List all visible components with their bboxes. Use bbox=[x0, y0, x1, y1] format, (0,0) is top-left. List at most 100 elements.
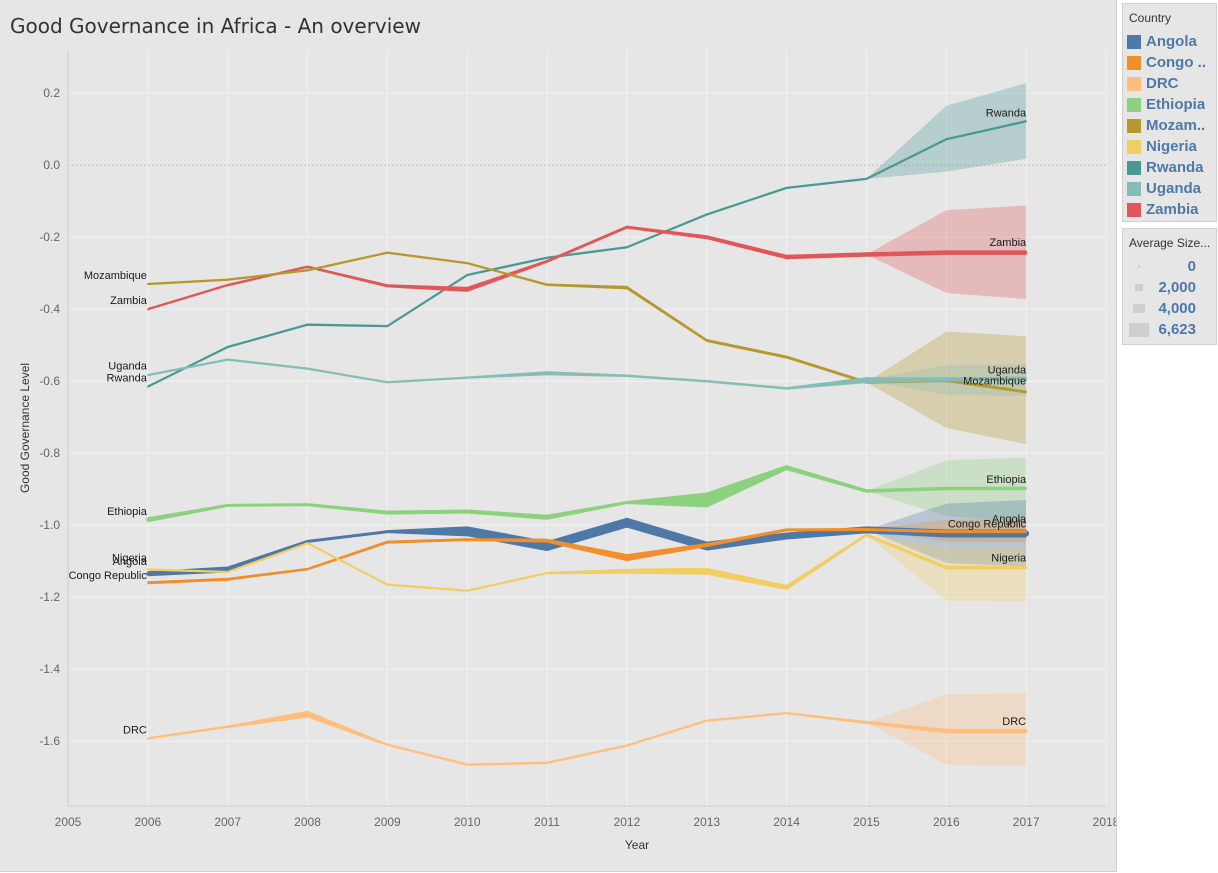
series-point bbox=[466, 764, 468, 766]
y-tick-label: 0.0 bbox=[43, 158, 60, 172]
series-point bbox=[1025, 531, 1027, 533]
series-point bbox=[466, 539, 468, 541]
series-point bbox=[706, 380, 708, 382]
legend-item[interactable]: Angola bbox=[1123, 31, 1216, 52]
size-legend-label: 6,623 bbox=[1158, 321, 1196, 338]
series-point bbox=[546, 260, 548, 262]
series-point bbox=[147, 308, 149, 310]
series-point bbox=[546, 762, 548, 764]
series-ribbon bbox=[147, 358, 1027, 390]
legend-items: Angola Congo .. DRC Ethiopia Mozam.. Nigeria R… bbox=[1123, 31, 1216, 220]
series-point bbox=[626, 246, 628, 248]
series-line bbox=[147, 358, 1028, 390]
x-tick-label: 2014 bbox=[773, 815, 800, 829]
x-tick-label: 2007 bbox=[214, 815, 241, 829]
series-line bbox=[147, 120, 1027, 388]
forecast-band bbox=[866, 83, 1027, 179]
legend-item[interactable]: Rwanda bbox=[1123, 157, 1216, 178]
legend-item[interactable]: Mozam.. bbox=[1123, 115, 1216, 136]
series-point bbox=[785, 466, 789, 470]
series-point bbox=[386, 531, 388, 533]
series-ribbon bbox=[147, 528, 1027, 585]
legend-swatch bbox=[1127, 97, 1141, 112]
legend-label: Nigeria bbox=[1146, 138, 1197, 155]
series-point bbox=[865, 529, 867, 531]
series-point bbox=[706, 214, 708, 216]
legend-item[interactable]: Nigeria bbox=[1123, 136, 1216, 157]
legend-item[interactable]: Ethiopia bbox=[1123, 94, 1216, 115]
series-point bbox=[945, 487, 948, 490]
series-point bbox=[706, 340, 708, 342]
series-end-label: DRC bbox=[1002, 716, 1026, 728]
size-legend-item[interactable]: 0 bbox=[1123, 256, 1216, 277]
legend-swatch bbox=[1127, 139, 1141, 154]
size-legend-item[interactable]: 6,623 bbox=[1123, 319, 1216, 340]
series-point bbox=[307, 368, 309, 370]
series-end-label: Zambia bbox=[989, 237, 1027, 249]
series-start-label: Congo Republic bbox=[69, 570, 148, 582]
legend-title: Country bbox=[1129, 11, 1172, 25]
series-ribbon bbox=[147, 533, 1027, 592]
series-point bbox=[543, 542, 552, 551]
series-point bbox=[386, 285, 388, 287]
size-swatch bbox=[1132, 303, 1146, 314]
series-point bbox=[864, 378, 869, 383]
series-point bbox=[463, 527, 472, 536]
series-point bbox=[386, 381, 388, 383]
series-point bbox=[626, 286, 628, 289]
series-point bbox=[785, 585, 789, 589]
series-point bbox=[865, 253, 868, 256]
size-legend-item[interactable]: 4,000 bbox=[1123, 298, 1216, 319]
series-line bbox=[147, 710, 1028, 766]
size-swatch bbox=[1138, 265, 1140, 268]
series-start-label: Uganda bbox=[108, 361, 147, 373]
series-point bbox=[1024, 729, 1028, 733]
series-point bbox=[307, 542, 309, 544]
series-point bbox=[147, 374, 149, 376]
legend-swatch bbox=[1127, 55, 1141, 70]
legend-item[interactable]: Uganda bbox=[1123, 178, 1216, 199]
legend-item[interactable]: DRC bbox=[1123, 73, 1216, 94]
chart-panel: Good Governance in Africa - An overview … bbox=[0, 0, 1117, 872]
series-point bbox=[1025, 487, 1027, 490]
line-chart: 2005 2006 2007 2008 2009 2010 2011 2012 2013 2014… bbox=[18, 50, 1116, 852]
series-point bbox=[227, 359, 229, 361]
x-tick-label: 2009 bbox=[374, 815, 401, 829]
series-point bbox=[147, 582, 149, 584]
series-point bbox=[624, 555, 630, 561]
series-point bbox=[945, 566, 948, 569]
series-start-label: Zambia bbox=[110, 295, 148, 307]
series-point bbox=[466, 274, 468, 276]
series-point bbox=[307, 324, 309, 326]
series-point bbox=[705, 544, 708, 546]
series-start-label: Angola bbox=[113, 556, 148, 568]
series-point bbox=[146, 518, 150, 522]
series-point bbox=[786, 529, 788, 531]
series-point bbox=[147, 568, 149, 570]
series-point bbox=[1025, 566, 1027, 569]
y-tick-label: -0.2 bbox=[39, 230, 60, 244]
legend-item[interactable]: Congo .. bbox=[1123, 52, 1216, 73]
size-legend-item[interactable]: 2,000 bbox=[1123, 277, 1216, 298]
size-legend-label: 4,000 bbox=[1158, 300, 1196, 317]
y-tick-label: -1.6 bbox=[39, 734, 60, 748]
series-point bbox=[786, 712, 788, 714]
size-legend: Average Size... 0 2,000 4,000 6,623 bbox=[1122, 228, 1217, 345]
series-end-label: Ethiopia bbox=[986, 474, 1027, 486]
size-legend-items: 0 2,000 4,000 6,623 bbox=[1123, 256, 1216, 340]
series-point bbox=[546, 572, 548, 574]
series-point bbox=[865, 721, 867, 723]
series-point bbox=[786, 387, 788, 389]
series-point bbox=[307, 269, 309, 271]
series-point bbox=[622, 518, 631, 527]
series-line bbox=[146, 465, 1027, 523]
legend-swatch bbox=[1127, 160, 1141, 175]
x-tick-label: 2006 bbox=[134, 815, 161, 829]
forecast-band bbox=[866, 331, 1027, 445]
series-ribbon bbox=[147, 120, 1027, 388]
series-point bbox=[865, 490, 868, 492]
series-ribbon bbox=[147, 517, 1027, 577]
x-tick-label: 2015 bbox=[853, 815, 880, 829]
legend-swatch bbox=[1127, 202, 1141, 217]
legend-item[interactable]: Zambia bbox=[1123, 199, 1216, 220]
